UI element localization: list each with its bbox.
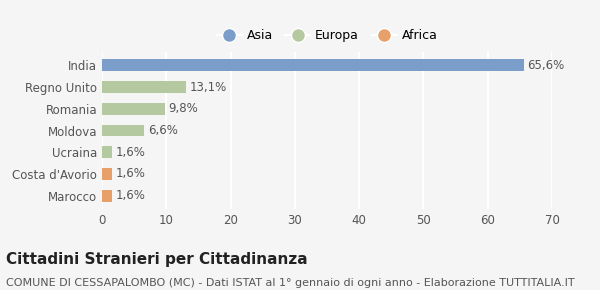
- Bar: [102, 124, 145, 137]
- Text: Cittadini Stranieri per Cittadinanza: Cittadini Stranieri per Cittadinanza: [6, 252, 308, 267]
- Bar: [102, 146, 112, 158]
- Bar: [102, 190, 112, 202]
- Bar: [102, 168, 112, 180]
- Text: COMUNE DI CESSAPALOMBO (MC) - Dati ISTAT al 1° gennaio di ogni anno - Elaborazio: COMUNE DI CESSAPALOMBO (MC) - Dati ISTAT…: [6, 278, 575, 288]
- Text: 1,6%: 1,6%: [116, 146, 145, 159]
- Text: 6,6%: 6,6%: [148, 124, 178, 137]
- Text: 13,1%: 13,1%: [190, 81, 227, 94]
- Legend: Asia, Europa, Africa: Asia, Europa, Africa: [212, 24, 443, 47]
- Text: 65,6%: 65,6%: [527, 59, 564, 72]
- Bar: [102, 81, 186, 93]
- Text: 1,6%: 1,6%: [116, 167, 145, 180]
- Bar: [102, 103, 165, 115]
- Text: 9,8%: 9,8%: [168, 102, 198, 115]
- Bar: [102, 59, 524, 71]
- Text: 1,6%: 1,6%: [116, 189, 145, 202]
